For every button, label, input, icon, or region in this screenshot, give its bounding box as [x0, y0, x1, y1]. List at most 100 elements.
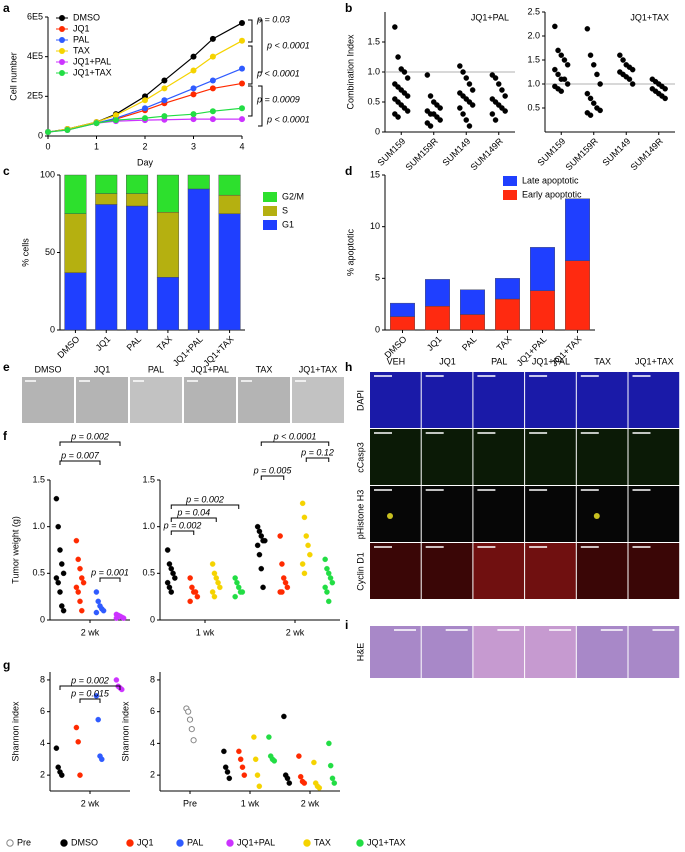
bar-segment	[64, 213, 87, 273]
point	[120, 615, 127, 621]
x-tick-label: PAL	[460, 334, 479, 353]
point	[73, 537, 80, 544]
point	[584, 26, 591, 32]
legend-label: S	[282, 205, 288, 215]
legend-swatch	[503, 176, 517, 186]
bar-segment	[425, 279, 450, 307]
point	[142, 115, 148, 122]
bar-segment	[565, 260, 590, 331]
p-value: p < 0.0001	[266, 40, 310, 50]
bracket	[59, 685, 121, 690]
cell-spot	[387, 513, 393, 519]
point	[301, 514, 308, 521]
point	[77, 598, 83, 605]
y-tick-label: 2.0	[527, 30, 540, 40]
image	[421, 543, 473, 599]
point	[489, 111, 496, 117]
image	[473, 543, 525, 599]
y-axis-label: Cell number	[8, 52, 18, 101]
point	[75, 556, 81, 563]
point	[404, 93, 411, 99]
point	[280, 575, 287, 581]
point	[75, 589, 81, 595]
point	[209, 108, 216, 115]
point	[256, 783, 263, 789]
point	[53, 575, 60, 581]
point	[80, 579, 87, 586]
x-tick-label: 4	[239, 141, 244, 151]
y-tick-label: 4E5	[27, 51, 43, 61]
point	[142, 97, 148, 104]
cell-spot	[593, 513, 600, 519]
point	[555, 47, 561, 54]
point	[241, 772, 248, 778]
point	[499, 87, 505, 93]
point	[460, 69, 466, 75]
point	[211, 570, 218, 577]
point	[266, 734, 272, 740]
point	[324, 589, 330, 595]
bracket	[248, 85, 253, 117]
legend-label: PAL	[187, 837, 203, 847]
point	[587, 95, 594, 102]
point	[558, 52, 565, 58]
y-axis-label: Shannon index	[120, 701, 130, 762]
legend-label: JQ1+TAX	[73, 67, 112, 77]
bar-segment	[530, 247, 555, 291]
legend-label: TAX	[314, 837, 331, 847]
point	[45, 129, 51, 136]
point	[185, 708, 192, 715]
bracket	[59, 460, 101, 465]
p-value: p = 0.002	[185, 494, 224, 504]
point	[55, 764, 61, 770]
point	[564, 81, 571, 87]
point	[164, 579, 171, 586]
bracket	[260, 441, 330, 446]
x-tick-label: SUM159	[536, 136, 568, 168]
x-tick-label: 1	[94, 141, 99, 151]
y-tick-label: 5	[375, 273, 380, 283]
point	[59, 561, 65, 567]
image	[525, 543, 576, 599]
point	[188, 726, 195, 733]
point	[299, 561, 306, 567]
bar-segment	[565, 198, 590, 261]
point	[79, 607, 85, 614]
p-value: p = 0.002	[163, 520, 202, 530]
image-label: JQ1+TAX	[299, 364, 338, 374]
bar-segment	[187, 188, 210, 331]
bracket	[59, 441, 121, 446]
point	[427, 123, 434, 129]
x-tick-label: 1 wk	[241, 798, 260, 808]
point	[224, 769, 231, 775]
legend-label: Late apoptotic	[522, 175, 579, 185]
image	[473, 486, 525, 542]
point	[237, 756, 244, 763]
bar-segment	[495, 298, 520, 331]
point	[325, 570, 332, 577]
legend-label: G1	[282, 219, 294, 229]
point	[256, 551, 263, 558]
point	[164, 547, 171, 553]
column-label: JQ1	[439, 356, 456, 366]
point	[239, 116, 245, 123]
p-value: p < 0.0001	[256, 68, 300, 78]
point	[322, 556, 328, 563]
point	[222, 764, 229, 770]
y-tick-label: 50	[45, 247, 55, 257]
image	[370, 486, 421, 542]
point	[192, 589, 199, 595]
point	[629, 81, 636, 87]
row-label: cCasp3	[355, 442, 365, 473]
point	[95, 598, 101, 605]
point	[215, 579, 221, 586]
legend-label: JQ1+TAX	[367, 837, 406, 847]
image-label: PAL	[148, 364, 164, 374]
point	[254, 542, 261, 549]
x-tick-label: 2 wk	[81, 798, 100, 808]
point	[617, 52, 623, 58]
bracket	[258, 19, 263, 73]
point	[561, 76, 568, 82]
point	[161, 85, 168, 92]
legend-swatch	[263, 192, 277, 202]
